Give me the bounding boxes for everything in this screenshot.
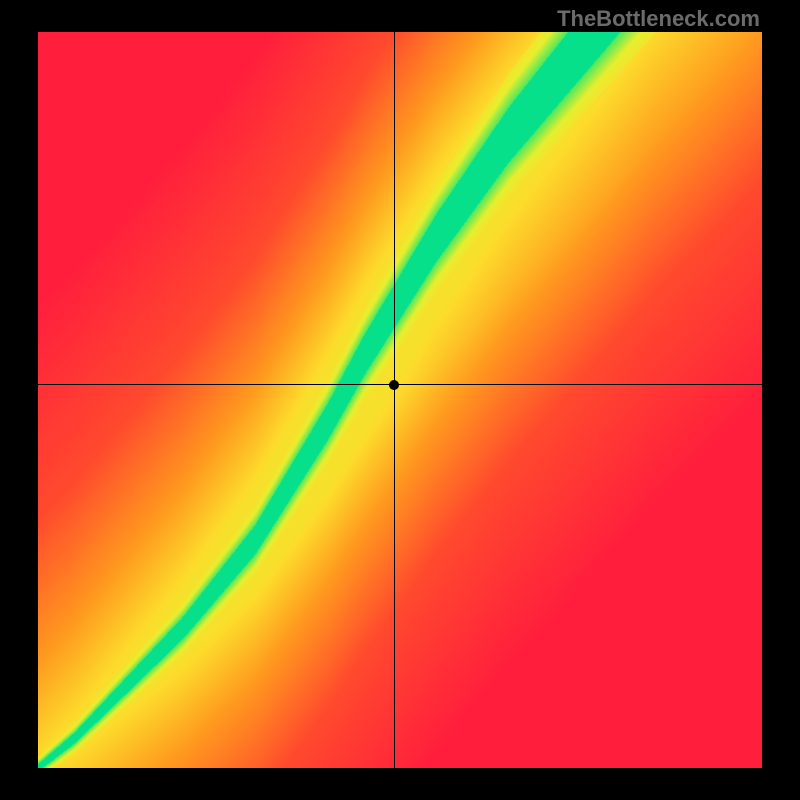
crosshair-horizontal [38, 384, 762, 385]
target-marker-dot [389, 380, 399, 390]
crosshair-vertical [394, 32, 395, 768]
watermark-text: TheBottleneck.com [557, 6, 760, 32]
heatmap-canvas [38, 32, 762, 768]
bottleneck-heatmap [38, 32, 762, 768]
